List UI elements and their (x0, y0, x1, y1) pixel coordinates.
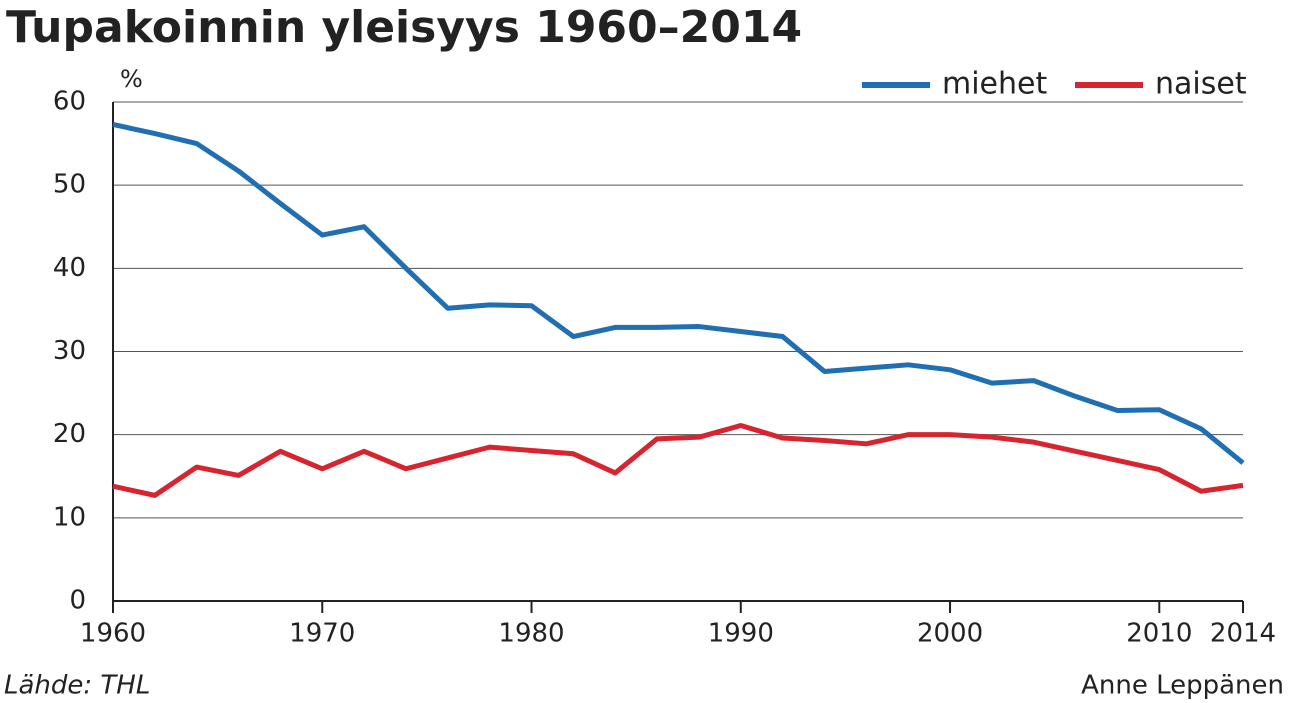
x-tick-label: 1990 (708, 619, 774, 649)
line-series (112, 122, 1245, 465)
y-tick-label: 20 (53, 419, 86, 449)
author: Anne Leppänen (1081, 671, 1284, 701)
y-tick-label: 40 (53, 253, 86, 283)
line-series (112, 423, 1244, 498)
x-tick-label: 2010 (1126, 619, 1192, 649)
x-tick-label: 1970 (289, 619, 355, 649)
y-tick-label: 10 (53, 502, 86, 532)
legend-label: miehet (942, 67, 1047, 102)
x-tick-label: 1980 (498, 619, 564, 649)
y-tick-label: 50 (53, 170, 86, 200)
source: Lähde: THL (4, 671, 150, 701)
x-tick-label: 2014 (1210, 619, 1276, 649)
y-axis-label: % (120, 65, 143, 93)
x-tick-label: 1960 (80, 619, 146, 649)
x-tick-label: 2000 (917, 619, 983, 649)
legend-label: naiset (1155, 67, 1247, 102)
y-tick-label: 30 (53, 336, 86, 366)
chart-title: Tupakoinnin yleisyys 1960–2014 (6, 2, 802, 53)
y-tick-label: 60 (53, 87, 86, 117)
y-tick-label: 0 (69, 586, 86, 616)
